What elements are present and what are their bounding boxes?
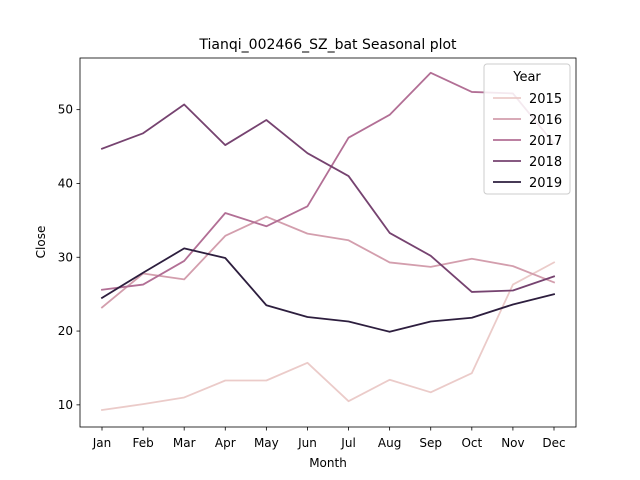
- x-tick-label: Jun: [297, 436, 317, 450]
- series-line-2015: [100, 261, 556, 412]
- legend-label-2018: 2018: [529, 155, 562, 170]
- y-tick-label: 20: [58, 324, 73, 338]
- x-tick-label: Apr: [215, 436, 236, 450]
- y-tick-label: 40: [58, 176, 73, 190]
- x-tick-label: Oct: [461, 436, 482, 450]
- series-line-2018: [100, 103, 556, 293]
- plot-area: 10 20 30 40 50 Jan Feb Mar Apr May Jun Jul Aug Sep Oct…: [58, 57, 577, 450]
- y-tick-label: 10: [58, 398, 73, 412]
- x-axis-title: Month: [309, 456, 347, 470]
- x-tick-label: Sep: [419, 436, 442, 450]
- legend-label-2019: 2019: [529, 176, 562, 191]
- series-line-2016: [100, 215, 556, 309]
- x-tick-label: Jan: [92, 436, 112, 450]
- legend-label-2015: 2015: [529, 92, 562, 107]
- legend-label-2017: 2017: [529, 134, 562, 149]
- x-tick-label: Jul: [340, 436, 355, 450]
- legend-title: Year: [512, 70, 541, 85]
- series-line-2019: [100, 247, 556, 333]
- series-line-2017: [100, 71, 556, 291]
- chart-title: Tianqi_002466_SZ_bat Seasonal plot: [198, 37, 457, 53]
- x-tick-label: Feb: [132, 436, 153, 450]
- y-tick-label: 30: [58, 250, 73, 264]
- x-tick-label: May: [254, 436, 279, 450]
- y-axis-title: Close: [34, 226, 48, 259]
- legend-label-2016: 2016: [529, 113, 562, 128]
- x-tick-label: Aug: [378, 436, 401, 450]
- x-tick-label: Dec: [542, 436, 565, 450]
- legend: Year 2015 2016 2017 2018 2019: [483, 63, 571, 195]
- y-tick-label: 50: [58, 103, 73, 117]
- plot-frame: [79, 57, 577, 428]
- x-tick-label: Nov: [501, 436, 524, 450]
- x-tick-label: Mar: [173, 436, 196, 450]
